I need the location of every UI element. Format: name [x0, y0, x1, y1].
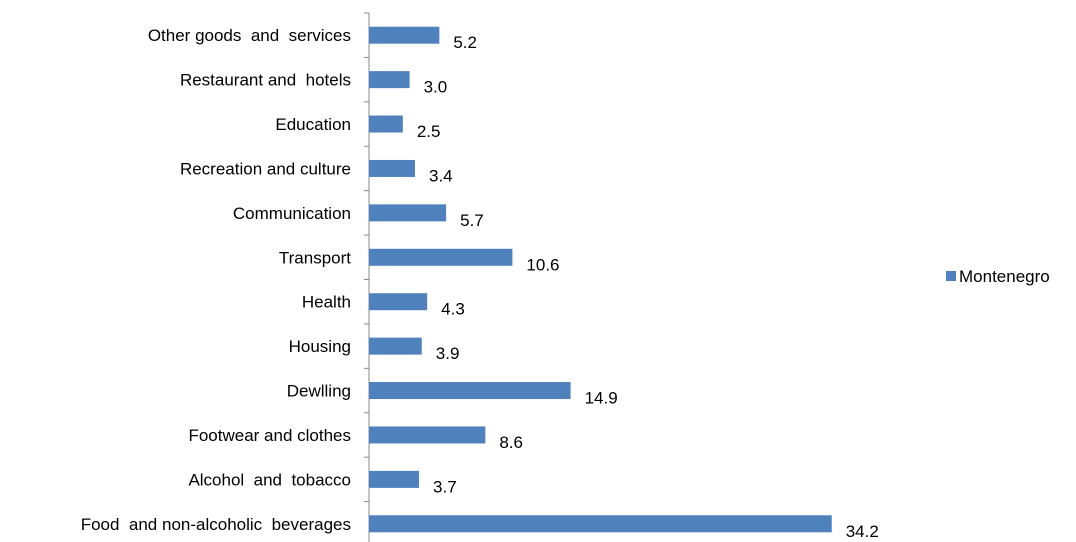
data-label: 3.0 — [424, 78, 448, 97]
bar — [369, 248, 513, 266]
data-label: 10.6 — [526, 255, 559, 274]
category-labels: Food and non-alcoholic beverages Alcohol … — [81, 26, 352, 534]
data-label: 3.9 — [436, 344, 460, 363]
data-label: 3.7 — [433, 477, 457, 496]
value-labels: 34.2 3.7 8.6 14.9 3.9 4.3 10.6 5.7 3.4 2.5 3.0 5.2 — [417, 33, 879, 541]
data-label: 4.3 — [441, 300, 465, 319]
category-label: Other goods and services — [148, 26, 351, 45]
category-label: Restaurant and hotels — [180, 71, 351, 90]
data-label: 2.5 — [417, 122, 441, 141]
legend-swatch-montenegro — [946, 271, 956, 281]
bar — [369, 293, 428, 311]
category-label: Health — [302, 293, 351, 312]
bar — [369, 71, 410, 89]
category-label: Communication — [233, 204, 351, 223]
bar — [369, 426, 486, 444]
bar — [369, 470, 420, 488]
plot-area: Food and non-alcoholic beverages Alcohol … — [81, 12, 879, 542]
category-label: Dewlling — [287, 382, 351, 401]
bar — [369, 382, 571, 400]
bar — [369, 115, 403, 133]
data-label: 14.9 — [585, 389, 618, 408]
data-label: 8.6 — [499, 433, 523, 452]
legend: Montenegro — [946, 267, 1050, 286]
bar — [369, 337, 422, 355]
bar — [369, 159, 416, 177]
category-label: Housing — [289, 337, 351, 356]
data-label: 3.4 — [429, 166, 453, 185]
bar — [369, 204, 447, 222]
category-label: Recreation and culture — [180, 159, 351, 178]
bar — [369, 515, 832, 533]
data-label: 34.2 — [846, 522, 879, 541]
legend-label-montenegro: Montenegro — [959, 267, 1050, 286]
data-label: 5.7 — [460, 211, 484, 230]
category-label: Education — [275, 115, 351, 134]
data-label: 5.2 — [453, 33, 477, 52]
bar-series-montenegro — [369, 26, 832, 533]
category-label: Footwear and clothes — [188, 426, 351, 445]
category-label: Alcohol and tobacco — [188, 470, 351, 489]
bar — [369, 26, 440, 44]
y-axis-ticks — [364, 12, 369, 503]
category-label: Food and non-alcoholic beverages — [81, 515, 351, 534]
category-label: Transport — [279, 248, 351, 267]
